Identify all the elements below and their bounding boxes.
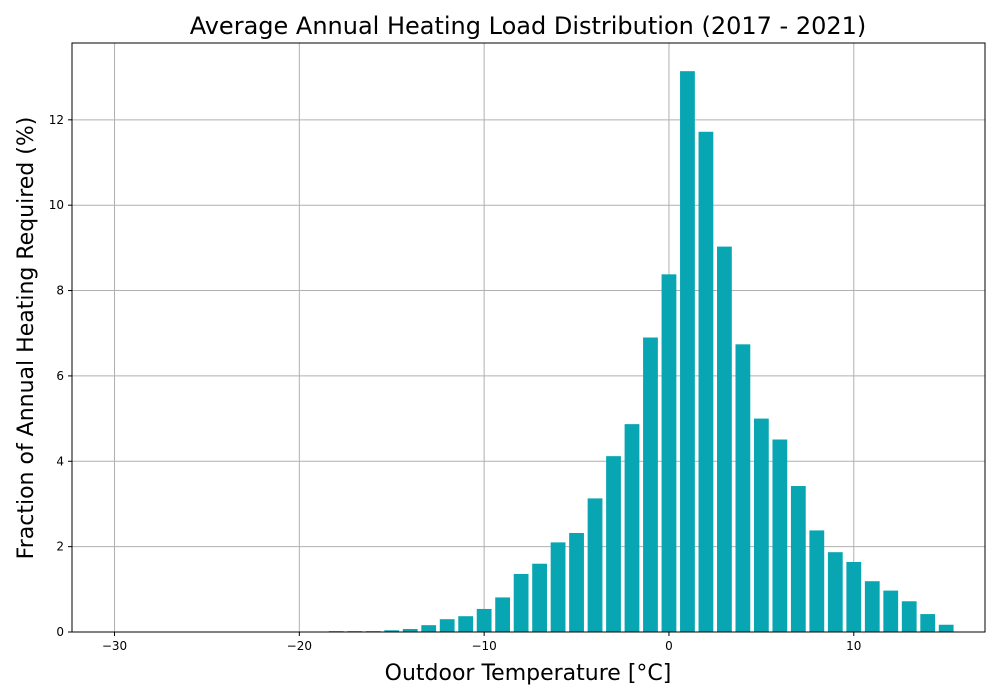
bar <box>753 418 769 632</box>
grid <box>72 43 985 633</box>
x-tick-label: −20 <box>287 639 312 653</box>
y-axis-label: Fraction of Annual Heating Required (%) <box>14 117 39 560</box>
bar <box>846 562 862 632</box>
bar <box>827 552 843 632</box>
bar <box>698 131 714 633</box>
x-tick-label: −30 <box>102 639 127 653</box>
y-tick-label: 10 <box>49 198 64 212</box>
bars <box>254 71 954 633</box>
bar <box>772 439 788 632</box>
y-tick-label: 8 <box>56 284 64 298</box>
bar <box>402 629 418 632</box>
x-tick-label: −10 <box>471 639 496 653</box>
bar <box>864 581 880 632</box>
bar <box>901 601 917 632</box>
bar <box>680 71 695 633</box>
bar <box>809 530 825 632</box>
bar <box>569 532 584 632</box>
bar <box>587 498 603 632</box>
bar <box>717 246 732 633</box>
bar <box>624 424 640 632</box>
bar <box>476 608 492 632</box>
bar <box>606 456 621 632</box>
bar <box>532 563 547 632</box>
bar <box>735 344 751 632</box>
bar <box>550 542 566 632</box>
plot-area-frame <box>71 42 986 633</box>
y-tick-label: 0 <box>56 625 64 639</box>
bar <box>421 625 437 632</box>
y-tick-label: 12 <box>49 113 64 127</box>
axis-ticks: −30 −20 −10 0 10 0 2 4 6 8 10 12 <box>49 113 862 653</box>
bar <box>643 337 658 632</box>
bar <box>495 597 511 632</box>
x-tick-label: 0 <box>665 639 673 653</box>
y-tick-label: 6 <box>56 369 64 383</box>
bar <box>384 630 400 632</box>
bar <box>513 573 529 632</box>
y-tick-label: 4 <box>56 454 64 468</box>
bar <box>439 619 455 632</box>
chart-title: Average Annual Heating Load Distribution… <box>190 12 867 40</box>
bar <box>661 274 677 632</box>
y-tick-label: 2 <box>56 540 64 554</box>
bar <box>938 624 954 632</box>
bar <box>458 616 474 632</box>
bar <box>883 590 899 632</box>
bar <box>790 486 806 632</box>
bar <box>920 614 936 632</box>
x-axis-label: Outdoor Temperature [°C] <box>385 661 672 686</box>
x-tick-label: 10 <box>846 639 861 653</box>
